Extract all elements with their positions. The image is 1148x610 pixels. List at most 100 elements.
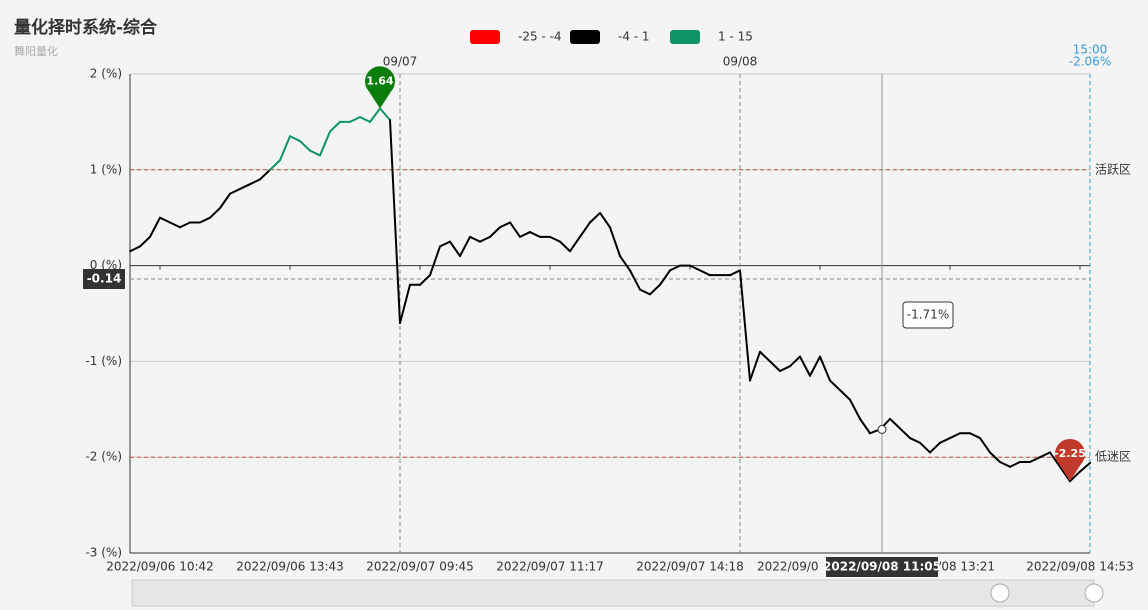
line-segment — [289, 135, 301, 143]
chart-title: 量化择时系统-综合 — [14, 17, 158, 38]
line-segment — [669, 264, 681, 272]
line-segment — [799, 355, 811, 377]
line-segment — [849, 398, 861, 420]
zone-label: 低迷区 — [1095, 450, 1131, 464]
line-segment — [389, 118, 401, 325]
pin-label: 1.64 — [366, 74, 393, 87]
line-segment — [139, 235, 151, 248]
x-tick-label: 9/08 13:21 — [930, 560, 995, 574]
line-segment — [329, 120, 341, 133]
line-segment — [169, 221, 181, 229]
line-segment — [729, 269, 741, 277]
line-segment — [859, 417, 871, 435]
line-segment — [909, 437, 921, 444]
zoom-handle[interactable] — [1084, 583, 1104, 603]
line-segment — [249, 178, 261, 186]
line-segment — [969, 432, 981, 440]
line-segment — [979, 437, 991, 454]
line-segment — [839, 389, 851, 401]
line-segment — [809, 355, 821, 377]
line-segment — [1069, 470, 1081, 483]
line-segment — [459, 235, 471, 258]
zoom-handle[interactable] — [990, 583, 1010, 603]
legend-swatch — [470, 30, 500, 44]
line-segment — [439, 240, 451, 248]
tooltip-value: -1.71% — [907, 308, 949, 322]
day-label: 09/08 — [723, 55, 758, 69]
line-segment — [1039, 451, 1051, 459]
line-segment — [379, 107, 391, 121]
line-segment — [999, 460, 1011, 468]
line-segment — [1049, 451, 1061, 468]
line-segment — [889, 417, 901, 430]
line-segment — [589, 211, 601, 224]
pin-label: -2.25 — [1054, 447, 1086, 460]
line-segment — [759, 350, 771, 363]
line-segment — [569, 235, 581, 253]
day-label: 09/07 — [383, 55, 418, 69]
x-tick-label: 2022/09/06 13:43 — [236, 560, 344, 574]
line-segment — [269, 159, 281, 171]
line-segment — [779, 365, 791, 372]
x-tick-label: 2022/09/08 14:53 — [1026, 560, 1134, 574]
line-segment — [1059, 465, 1071, 483]
avg-label-box — [83, 269, 125, 290]
hover-dot — [877, 424, 887, 434]
zone-label: 活跃区 — [1095, 162, 1131, 176]
line-segment — [619, 255, 631, 272]
y-tick-label: -1 (%) — [85, 354, 122, 368]
line-segment — [239, 183, 251, 190]
line-segment — [309, 149, 321, 157]
line-segment — [529, 231, 541, 238]
line-segment — [179, 221, 191, 229]
data-zoom[interactable] — [131, 579, 1104, 607]
chart-subtitle: 舞阳量化 — [14, 44, 58, 58]
line-segment — [469, 235, 481, 243]
line-segment — [739, 269, 751, 382]
y-tick-label: -2 (%) — [85, 450, 122, 464]
line-segment — [689, 264, 701, 272]
line-segment — [429, 245, 441, 277]
x-tick-label: 2022/09/06 10:42 — [106, 560, 214, 574]
line-segment — [899, 427, 911, 440]
line-segment — [949, 432, 961, 440]
line-segment — [989, 451, 1001, 463]
line-segment — [229, 187, 241, 195]
x-tick-label: 2022/09/07 14:18 — [636, 560, 744, 574]
line-segment — [509, 221, 521, 238]
axis-pointer-box — [826, 557, 938, 577]
legend-label: -25 - -4 — [518, 30, 562, 44]
line-segment — [499, 221, 511, 229]
line-segment — [479, 235, 491, 243]
line-segment — [919, 441, 931, 454]
line-segment — [259, 168, 271, 181]
line-segment — [359, 116, 371, 123]
line-segment — [579, 221, 591, 238]
line-segment — [1009, 460, 1021, 468]
line-segment — [659, 269, 671, 286]
line-segment — [199, 216, 211, 224]
line-segment — [1029, 456, 1041, 463]
legend-label: 1 - 15 — [718, 30, 753, 44]
x-tick-label: 2022/09/07 11:17 — [496, 560, 604, 574]
axis-pointer-label: 2022/09/08 11:05 — [823, 560, 941, 574]
line-segment — [399, 283, 411, 325]
line-segment — [489, 226, 501, 238]
legend-label: -4 - 1 — [618, 30, 650, 44]
legend-swatch — [570, 30, 600, 44]
y-tick-label: 2 (%) — [90, 67, 122, 81]
legend-swatch — [670, 30, 700, 44]
pin — [1055, 438, 1086, 482]
avg-label: -0.14 — [87, 272, 122, 286]
y-tick-label: -3 (%) — [85, 546, 122, 560]
line-segment — [159, 216, 171, 224]
end-time: 15:00 — [1073, 43, 1108, 57]
line-segment — [929, 441, 941, 454]
x-tick-label: 2022/09/07 09:45 — [366, 560, 474, 574]
y-tick-label: 1 (%) — [90, 162, 122, 176]
zoom-track[interactable] — [131, 579, 1095, 607]
line-segment — [299, 140, 311, 152]
line-segment — [549, 235, 561, 243]
line-segment — [349, 116, 361, 123]
